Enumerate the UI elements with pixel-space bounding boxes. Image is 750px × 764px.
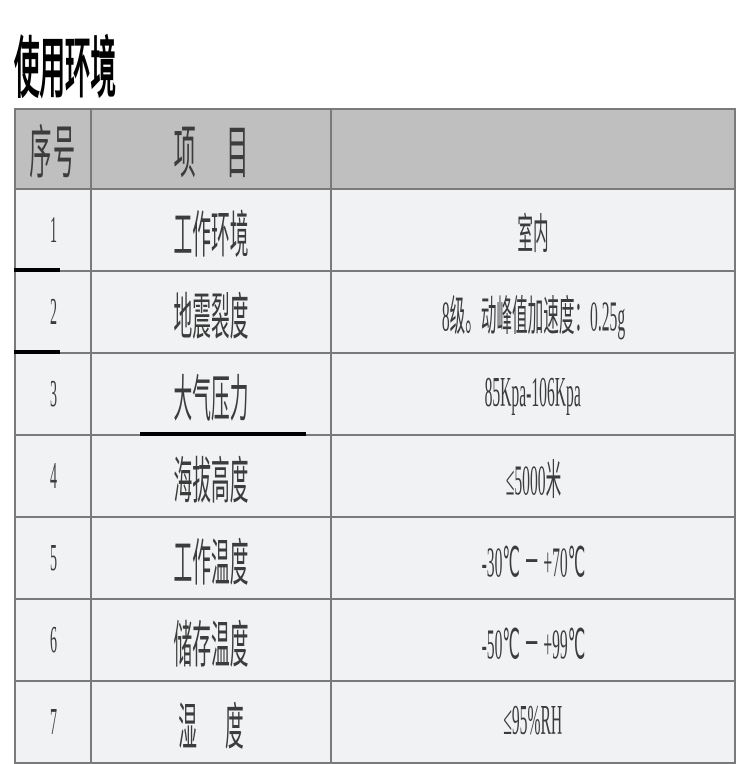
seq-value: 1: [49, 208, 56, 252]
item-value: 大气压力: [174, 357, 249, 431]
item-cell: 大气压力: [91, 353, 331, 435]
section-title: 使用环境: [14, 14, 628, 111]
value-text: -50℃ － +99℃: [481, 610, 585, 671]
seq-cell: 7: [15, 681, 91, 763]
value-text: 85Kpa-106Kpa: [485, 370, 581, 418]
item-cell: 地震裂度: [91, 271, 331, 353]
value-cell: ≤5000米: [331, 435, 735, 517]
item-cell: 储存温度: [91, 599, 331, 681]
item-value: 湿度: [150, 685, 272, 759]
item-value: 地震裂度: [174, 275, 249, 349]
seq-value: 5: [49, 536, 56, 580]
item-cell: 湿度: [91, 681, 331, 763]
value-text: ≤5000米: [505, 446, 560, 507]
value-cell: 8级。动峰值加速度：0.25g: [331, 271, 735, 353]
item-value: 海拔高度: [174, 439, 249, 513]
item-cell: 海拔高度: [91, 435, 331, 517]
seq-value: 6: [49, 618, 56, 662]
seq-cell: 5: [15, 517, 91, 599]
value-cell: 室内: [331, 189, 735, 271]
item-value: 工作温度: [174, 521, 249, 595]
seq-cell: 1: [15, 189, 91, 271]
value-text: 8级。动峰值加速度：0.25g: [441, 282, 624, 343]
value-text: 室内: [517, 200, 548, 261]
seq-value: 4: [49, 454, 56, 498]
item-cell: 工作环境: [91, 189, 331, 271]
seq-value: 3: [49, 372, 56, 416]
table-row: 7 湿度 ≤95%RH: [15, 681, 735, 763]
col-header-item: 项目: [91, 109, 331, 189]
col-header-value: [331, 109, 735, 189]
table-body: 1 工作环境 室内 2 地震裂度 8级。动峰值加速度：0.25g 3 大气压力 85Kpa-10…: [15, 189, 735, 763]
seq-cell: 6: [15, 599, 91, 681]
table-row: 6 储存温度 -50℃ － +99℃: [15, 599, 735, 681]
seq-cell: 2: [15, 271, 91, 353]
seq-cell: 3: [15, 353, 91, 435]
seq-value: 7: [49, 700, 56, 744]
table-row: 5 工作温度 -30℃ － +70℃: [15, 517, 735, 599]
value-text: -30℃ － +70℃: [481, 528, 585, 589]
table-row: 2 地震裂度 8级。动峰值加速度：0.25g: [15, 271, 735, 353]
item-cell: 工作温度: [91, 517, 331, 599]
env-table: 序号 项目 1 工作环境 室内 2 地震裂度 8级。动峰值加速度：0.25g 3 大气压力 85…: [14, 108, 736, 764]
item-value: 工作环境: [174, 193, 249, 267]
value-cell: ≤95%RH: [331, 681, 735, 763]
table-header-row: 序号 项目: [15, 109, 735, 189]
table-row: 3 大气压力 85Kpa-106Kpa: [15, 353, 735, 435]
value-cell: -30℃ － +70℃: [331, 517, 735, 599]
table-row: 4 海拔高度 ≤5000米: [15, 435, 735, 517]
table-row: 1 工作环境 室内: [15, 189, 735, 271]
col-header-seq: 序号: [15, 109, 91, 189]
value-cell: 85Kpa-106Kpa: [331, 353, 735, 435]
value-cell: -50℃ － +99℃: [331, 599, 735, 681]
seq-value: 2: [49, 290, 56, 334]
value-text: ≤95%RH: [504, 698, 563, 746]
seq-cell: 4: [15, 435, 91, 517]
item-value: 储存温度: [174, 603, 249, 677]
